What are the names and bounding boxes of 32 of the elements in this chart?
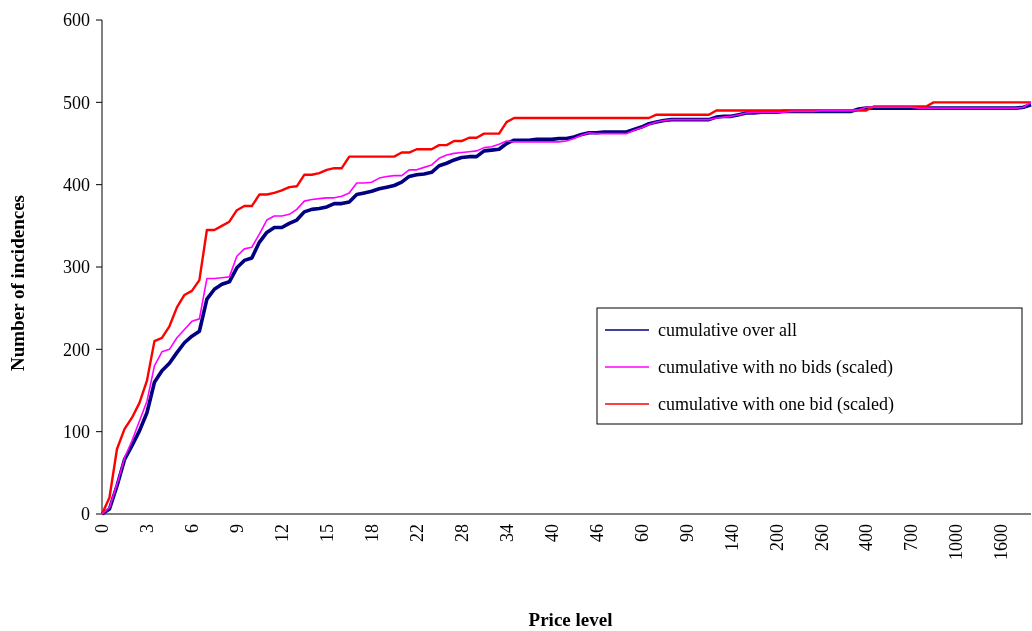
x-tick-label: 40 <box>541 524 562 542</box>
x-tick-label: 260 <box>811 524 832 551</box>
x-tick-label: 1600 <box>991 524 1012 560</box>
x-tick-label: 34 <box>496 524 517 542</box>
x-tick-label: 400 <box>856 524 877 551</box>
x-axis-title: Price level <box>528 609 613 630</box>
x-tick-label: 9 <box>227 524 248 533</box>
legend-label: cumulative with no bids (scaled) <box>658 357 893 379</box>
x-tick-label: 28 <box>451 524 472 542</box>
x-tick-label: 22 <box>406 524 427 542</box>
x-tick-label: 18 <box>362 524 383 542</box>
x-tick-label: 0 <box>92 524 113 533</box>
x-tick-label: 60 <box>631 524 652 542</box>
y-tick-label: 300 <box>63 257 90 278</box>
x-tick-label: 1000 <box>946 524 967 560</box>
x-tick-label: 46 <box>586 524 607 542</box>
y-tick-label: 100 <box>63 421 90 442</box>
y-tick-label: 500 <box>63 92 90 113</box>
x-tick-label: 12 <box>272 524 293 542</box>
x-tick-label: 200 <box>766 524 787 551</box>
x-tick-label: 6 <box>182 524 203 533</box>
y-tick-label: 400 <box>63 174 90 195</box>
x-tick-label: 140 <box>721 524 742 551</box>
x-tick-label: 15 <box>317 524 338 542</box>
legend-label: cumulative over all <box>658 320 797 341</box>
x-tick-label: 3 <box>137 524 158 533</box>
y-tick-label: 200 <box>63 339 90 360</box>
x-tick-label: 700 <box>901 524 922 551</box>
legend-label: cumulative with one bid (scaled) <box>658 394 894 416</box>
y-tick-label: 600 <box>63 10 90 31</box>
y-axis-title: Number of incidences <box>7 195 28 371</box>
x-tick-label: 90 <box>676 524 697 542</box>
